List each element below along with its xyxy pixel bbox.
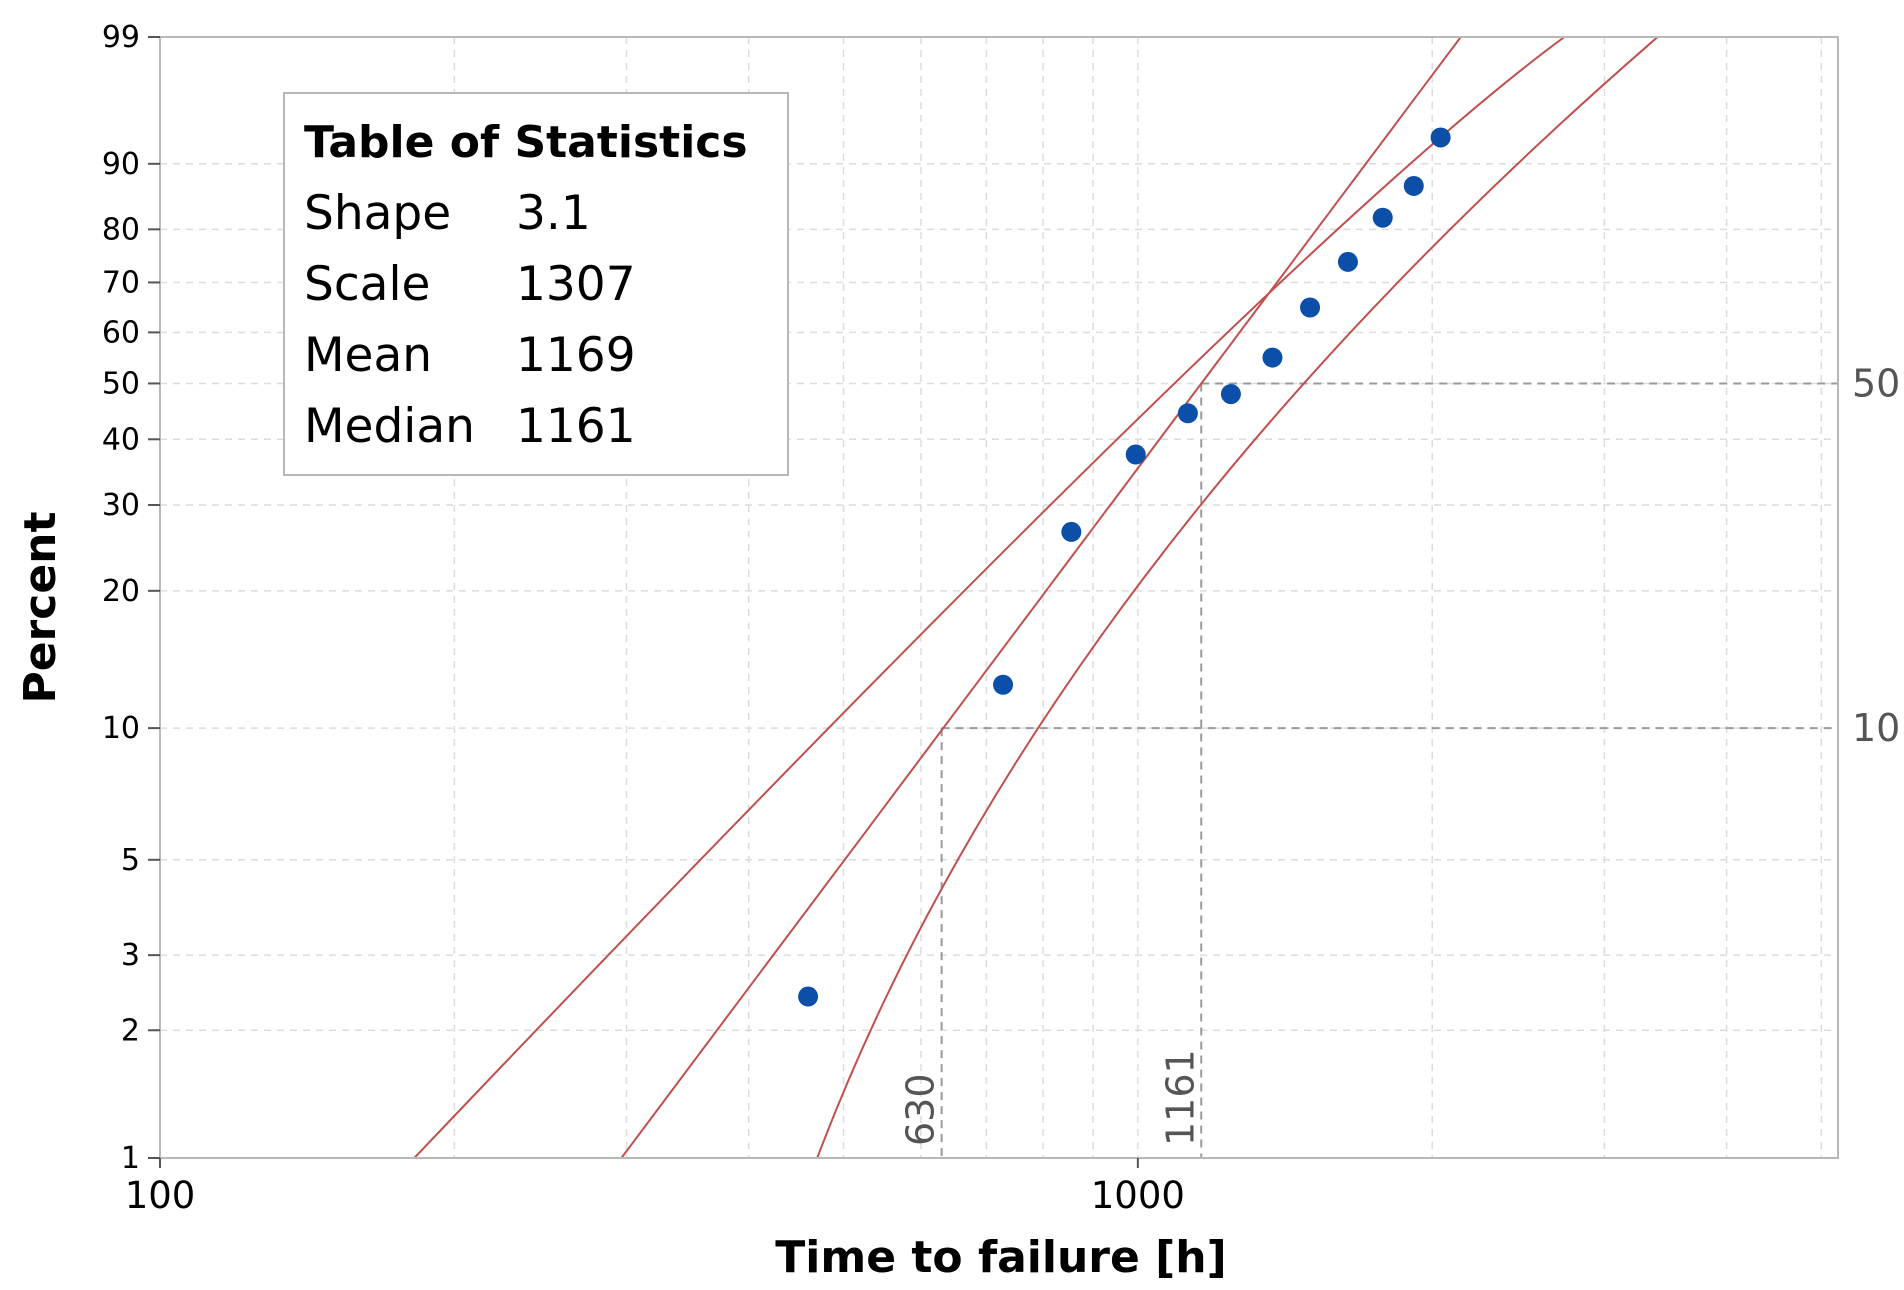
statistics-row-label: Mean — [304, 328, 432, 383]
y-tick-label: 80 — [102, 212, 140, 247]
data-point — [1262, 347, 1283, 368]
data-point — [1403, 175, 1424, 196]
y-tick-label: 70 — [102, 265, 140, 300]
data-point — [1430, 127, 1451, 148]
statistics-table-rows: Shape 3.1 Scale 1307 Mean 1169 Median 1161 — [304, 186, 636, 454]
y-tick-label: 90 — [102, 147, 140, 182]
reference-x-label: 1161 — [1158, 1049, 1202, 1146]
fit-and-confidence-lines — [413, 37, 1659, 1158]
y-tick-label: 40 — [102, 422, 140, 457]
statistics-row-label: Scale — [304, 257, 430, 312]
y-tick-label: 1 — [121, 1141, 140, 1176]
confidence-band-lower — [816, 37, 1659, 1158]
data-point — [1220, 384, 1241, 405]
statistics-row-value: 1169 — [516, 328, 636, 383]
y-axis-ticks: 1 2 3 5 10 20 30 40 50 60 70 80 90 99 — [102, 20, 160, 1176]
data-point — [1125, 444, 1146, 465]
data-point — [993, 674, 1014, 695]
reference-lines — [940, 382, 1838, 1158]
statistics-row-label: Shape — [304, 186, 451, 241]
statistics-table: Table of Statistics Shape 3.1 Scale 1307 Mea… — [283, 92, 789, 476]
y-tick-label: 5 — [121, 843, 140, 878]
y-tick-label: 60 — [102, 315, 140, 350]
reference-y-label: 10 — [1852, 706, 1900, 750]
reference-x-label: 630 — [899, 1073, 943, 1146]
statistics-row-label: Median — [304, 399, 475, 454]
data-point — [1061, 521, 1082, 542]
statistics-table-title: Table of Statistics — [304, 117, 748, 168]
y-tick-label: 99 — [102, 20, 140, 55]
y-tick-label: 3 — [121, 938, 140, 973]
data-point — [1300, 297, 1321, 318]
plot-frame — [159, 36, 1839, 1159]
data-point — [1177, 403, 1198, 424]
x-axis-title: Time to failure [h] — [775, 1232, 1226, 1283]
statistics-row-value: 3.1 — [516, 186, 591, 241]
data-point — [1337, 251, 1358, 272]
x-tick-label: 1000 — [1091, 1174, 1185, 1217]
y-axis-title: Percent — [15, 511, 66, 703]
y-tick-label: 2 — [121, 1013, 140, 1048]
y-tick-label: 50 — [102, 366, 140, 401]
x-tick-label: 100 — [125, 1174, 196, 1217]
data-point — [798, 986, 819, 1007]
reference-labels: 630 10 1161 50 — [899, 361, 1901, 1146]
confidence-band-upper — [413, 37, 1565, 1158]
y-tick-label: 20 — [102, 574, 140, 609]
statistics-row-value: 1161 — [516, 399, 636, 454]
reference-y-label: 50 — [1852, 361, 1900, 405]
x-axis-ticks: 100 1000 — [125, 1158, 1185, 1217]
data-point — [1372, 207, 1393, 228]
y-tick-label: 30 — [102, 488, 140, 523]
data-points — [798, 127, 1451, 1007]
statistics-row-value: 1307 — [516, 257, 636, 312]
statistics-table-box — [283, 92, 789, 476]
y-tick-label: 10 — [102, 711, 140, 746]
fit-line — [620, 37, 1462, 1158]
